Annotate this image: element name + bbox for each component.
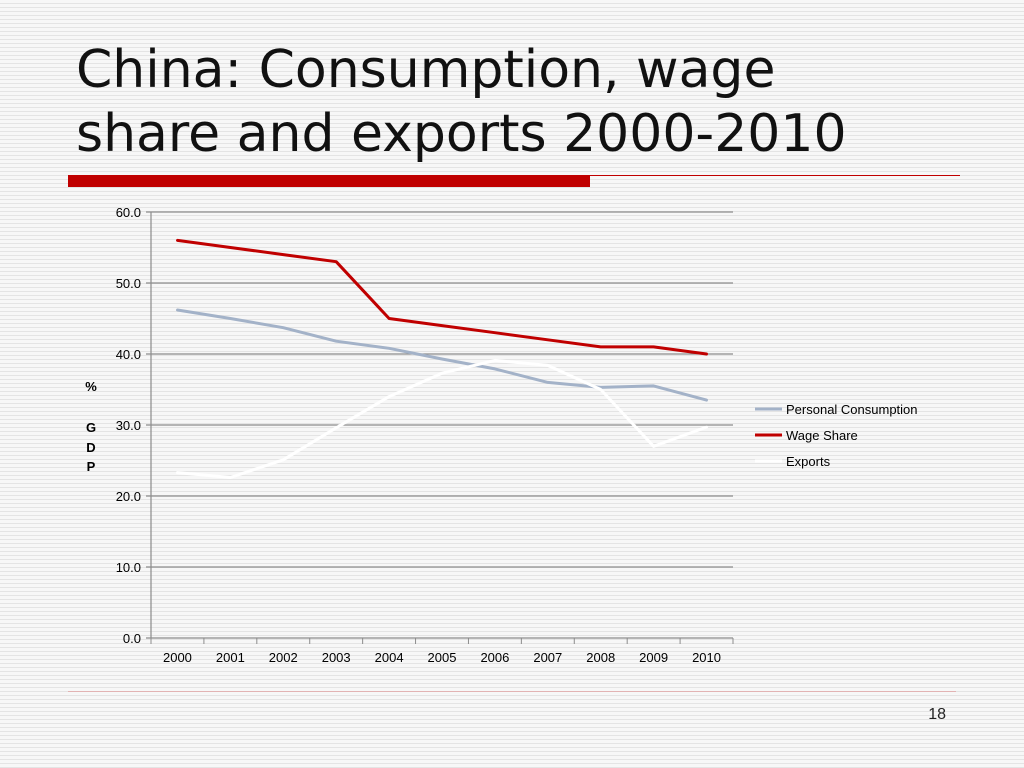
legend-label-exports: Exports bbox=[786, 454, 831, 469]
page-number: 18 bbox=[928, 706, 946, 723]
x-tick-label-2002: 2002 bbox=[269, 650, 298, 665]
y-axis-label-0: % bbox=[85, 379, 97, 394]
y-tick-label-0: 0.0 bbox=[123, 631, 141, 646]
x-tick-label-2008: 2008 bbox=[586, 650, 615, 665]
y-tick-label-5: 50.0 bbox=[116, 276, 141, 291]
x-tick-label-2000: 2000 bbox=[163, 650, 192, 665]
slide-title-line1: China: Consumption, wage bbox=[76, 40, 776, 100]
x-tick-label-2010: 2010 bbox=[692, 650, 721, 665]
x-tick-label-2007: 2007 bbox=[533, 650, 562, 665]
x-tick-label-2004: 2004 bbox=[375, 650, 404, 665]
y-tick-label-1: 10.0 bbox=[116, 560, 141, 575]
y-tick-label-4: 40.0 bbox=[116, 347, 141, 362]
y-tick-label-2: 20.0 bbox=[116, 489, 141, 504]
x-tick-label-2001: 2001 bbox=[216, 650, 245, 665]
legend-label-wage-share: Wage Share bbox=[786, 428, 858, 443]
series-line-wage-share bbox=[176, 238, 708, 356]
y-tick-label-6: 60.0 bbox=[116, 205, 141, 220]
y-axis-label-1: G bbox=[86, 420, 96, 435]
y-tick-label-3: 30.0 bbox=[116, 418, 141, 433]
title-underline-thin bbox=[590, 175, 960, 176]
x-tick-label-2009: 2009 bbox=[639, 650, 668, 665]
x-tick-label-2005: 2005 bbox=[428, 650, 457, 665]
title-underline-thick bbox=[68, 175, 590, 187]
legend-label-personal-consumption: Personal Consumption bbox=[786, 402, 918, 417]
series-line-exports bbox=[176, 358, 708, 479]
y-axis-label-3: P bbox=[87, 459, 96, 474]
x-tick-label-2003: 2003 bbox=[322, 650, 351, 665]
footer-rule bbox=[68, 691, 956, 692]
slide-title: China: Consumption, wage share and expor… bbox=[76, 38, 976, 166]
x-tick-label-2006: 2006 bbox=[480, 650, 509, 665]
slide-title-line2: share and exports 2000-2010 bbox=[76, 104, 847, 164]
y-axis-label-2: D bbox=[86, 440, 95, 455]
series-line-personal-consumption bbox=[176, 308, 708, 402]
